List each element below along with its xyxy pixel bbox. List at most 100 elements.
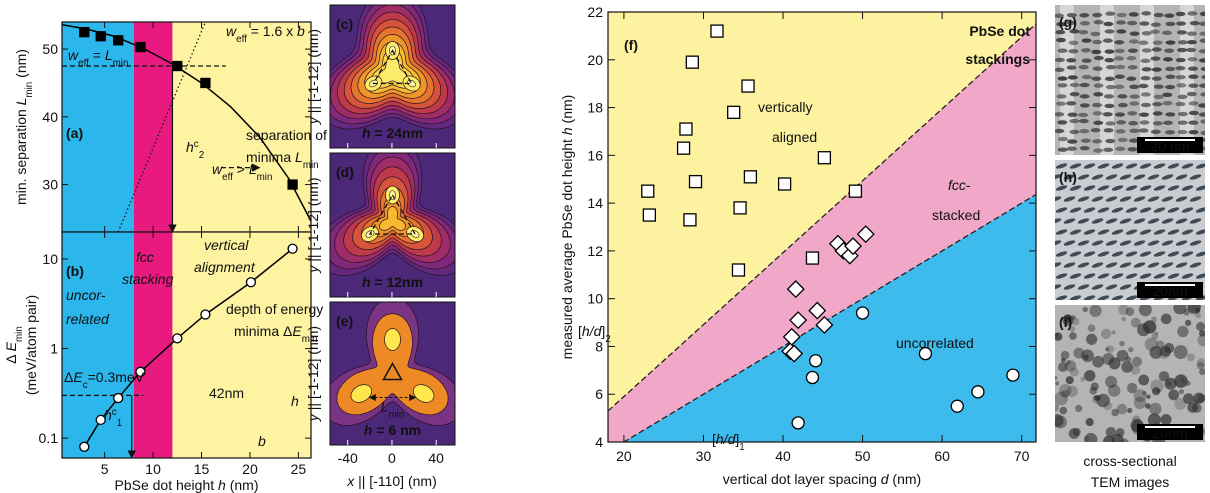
tem-dot	[1068, 49, 1078, 53]
tem-dot	[1127, 21, 1137, 25]
tem-dot	[1081, 48, 1091, 52]
tem-dot	[1116, 120, 1126, 124]
tem-dot	[1154, 331, 1158, 335]
tem-dot	[1161, 414, 1172, 425]
square-marker	[201, 78, 210, 87]
tem-dot	[1195, 308, 1200, 313]
tem-dot	[1112, 330, 1116, 334]
text-part: h/d	[716, 431, 737, 447]
tem-dot	[1105, 77, 1115, 81]
tem-dot	[1081, 138, 1091, 142]
text-part: min	[389, 409, 405, 420]
annotation: h	[291, 393, 299, 409]
page-body: {"chart_data": [ {"type": "line", "ylabe…	[0, 0, 1210, 493]
tem-dot	[1154, 95, 1164, 99]
tem-dot	[1138, 41, 1148, 45]
tem-dot	[1175, 66, 1185, 70]
y-tick-label: 8	[595, 338, 603, 354]
tem-dot	[1141, 92, 1151, 96]
y-axis-label: y || [-1-12] (nm)	[305, 326, 321, 422]
tem-dot	[1091, 128, 1101, 132]
tem-dot	[1058, 148, 1068, 152]
tem-dot	[1115, 75, 1125, 79]
annotation: separation of	[246, 127, 327, 143]
caption: cross-sectional	[1083, 453, 1176, 469]
x-tick-label: 40	[775, 448, 791, 464]
x-axis-label: PbSe dot height h (nm)	[115, 477, 259, 493]
tem-dot	[1177, 130, 1187, 134]
tem-dot	[1174, 345, 1188, 359]
circle-marker	[80, 442, 89, 451]
tem-dot	[1104, 104, 1114, 108]
tem-dot	[1102, 353, 1114, 365]
tem-dot	[1122, 317, 1126, 321]
tem-dot	[1127, 111, 1137, 115]
tem-dot	[1054, 129, 1064, 133]
tem-dot	[1116, 129, 1126, 133]
circle-marker	[173, 334, 182, 343]
annotation: aligned	[772, 129, 817, 145]
tem-dot	[1162, 101, 1172, 105]
y-tick-label: 20	[587, 52, 603, 68]
circle-marker	[1007, 369, 1019, 381]
y-tick-label: 40	[42, 109, 58, 125]
square-marker	[680, 123, 692, 135]
y-tick-label: 22	[587, 4, 603, 20]
text-part: || [-1-12] (nm)	[305, 326, 321, 414]
tem-dot	[1059, 407, 1067, 415]
tem-dot	[1188, 67, 1198, 71]
tem-dot	[1104, 128, 1114, 132]
text-part: uncor-	[66, 287, 106, 303]
text-part: 2	[199, 150, 204, 161]
tem-dot	[1114, 85, 1124, 89]
caption: TEM images	[1091, 474, 1170, 490]
tem-dot	[1175, 12, 1185, 16]
tem-dot	[1187, 31, 1197, 35]
tem-dot	[1186, 48, 1196, 52]
tem-dot	[1163, 57, 1173, 61]
tem-dot	[1059, 384, 1072, 397]
y-tick-label: 14	[587, 195, 603, 211]
square-marker	[80, 28, 89, 37]
text-part: eff	[222, 172, 233, 183]
text-part: -	[966, 177, 971, 193]
tem-dot	[1200, 119, 1210, 123]
panel-label: (c)	[336, 16, 353, 32]
tem-dot	[1152, 47, 1162, 51]
tem-dot	[1116, 428, 1125, 437]
tem-dot	[1104, 58, 1114, 62]
tem-dot	[1165, 112, 1175, 116]
y-tick-label: 6	[595, 386, 603, 402]
tem-dot	[1129, 12, 1139, 16]
text-part: h	[362, 125, 371, 141]
tem-dot	[1118, 138, 1128, 142]
panel-label: (d)	[336, 164, 354, 180]
y-axis-label: Δ Emin	[3, 326, 25, 364]
tem-dot	[1090, 32, 1100, 36]
text-part: h/d	[582, 323, 603, 339]
map-caption: h = 24nm	[362, 125, 423, 141]
tem-dot	[1199, 31, 1209, 35]
tem-dot	[1068, 113, 1078, 117]
text-part: L	[381, 399, 389, 415]
tem-dot	[1117, 350, 1129, 362]
square-marker	[742, 80, 754, 92]
tem-dot	[1056, 101, 1066, 105]
tem-dot	[1162, 93, 1172, 97]
y-tick-label: 18	[587, 100, 603, 116]
tem-dot	[1198, 103, 1208, 107]
tem-dot	[1134, 397, 1146, 409]
text-part: || [-1-12] (nm)	[305, 29, 321, 117]
tem-dot	[1080, 83, 1090, 87]
annotation: alignment	[194, 259, 256, 275]
panel-label: (g)	[1059, 14, 1077, 30]
tem-dot	[1066, 65, 1076, 69]
circle-marker	[288, 244, 297, 253]
tem-dot	[1078, 113, 1088, 117]
tem-dot	[1066, 58, 1076, 62]
tem-dot	[1152, 102, 1162, 106]
tem-dot	[1053, 376, 1057, 380]
text-part: stacking	[122, 271, 174, 287]
tem-dot	[1199, 112, 1209, 116]
x-tick-label: 25	[291, 461, 307, 477]
